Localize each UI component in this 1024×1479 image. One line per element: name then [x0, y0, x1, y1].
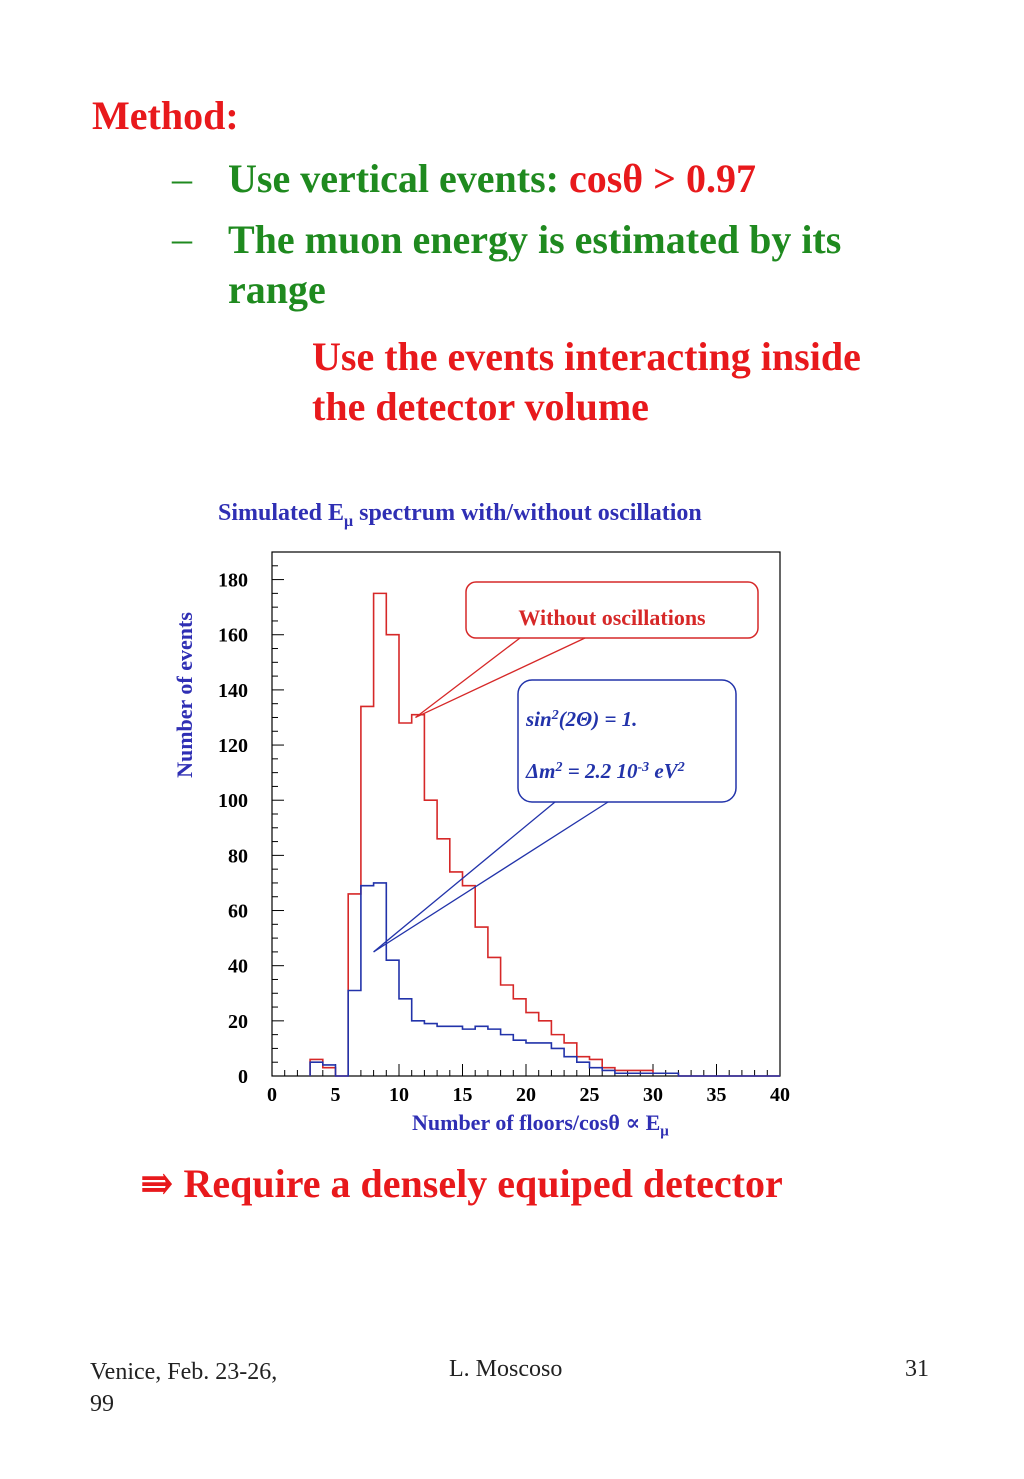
y-tick-label: 180: [218, 570, 248, 592]
cos-theta-cut: cosθ > 0.97: [568, 156, 756, 201]
page-number: 31: [905, 1356, 929, 1382]
series-without-oscillations: [309, 592, 780, 1077]
y-tick-label: 80: [228, 845, 248, 867]
x-tick-label: 10: [389, 1084, 409, 1106]
callout-line: [373, 801, 556, 953]
y-tick-label: 60: [228, 901, 248, 923]
x-tick-label: 15: [453, 1084, 473, 1106]
oscillation-delta-m2: Δm2 = 2.2 10-3 eV2: [525, 759, 685, 783]
callout-line: [415, 637, 586, 719]
superscript: 2: [555, 760, 563, 775]
x-tick-label: 20: [516, 1084, 536, 1106]
callout-line: [373, 801, 609, 953]
superscript: -3: [637, 760, 649, 775]
footer-author: L. Moscoso: [449, 1356, 563, 1382]
x-tick-label: 35: [707, 1084, 727, 1106]
legend-box-oscillation-params: [517, 679, 737, 803]
x-tick-label: 0: [267, 1084, 277, 1106]
interacting-note: Use the events interacting inside the de…: [312, 334, 861, 429]
y-tick-label: 0: [238, 1066, 248, 1088]
chart-title-text: spectrum with/without oscillation: [353, 500, 702, 526]
y-tick-label: 100: [218, 790, 248, 812]
bullet-muon-energy: The muon energy is estimated by its rang…: [228, 217, 842, 312]
histogram-series: [309, 592, 780, 1077]
chart-title-sub: μ: [344, 512, 354, 530]
bullet-text: Use vertical events:: [228, 156, 569, 201]
oscillation-mixing-angle: sin2(2Θ) = 1.: [525, 707, 637, 731]
bullet-dash: –: [172, 156, 192, 201]
x-axis-label: Number of floors/cosθ ∝ Eμ: [412, 1110, 669, 1140]
x-tick-label: 25: [580, 1084, 600, 1106]
conclusion-text: Require a densely equiped detector: [183, 1161, 783, 1206]
x-axis-label-text: Number of floors/cosθ ∝ E: [412, 1110, 661, 1135]
superscript: 2: [551, 708, 559, 723]
y-tick-label: 140: [218, 680, 248, 702]
callout-line: [415, 637, 521, 718]
bullet-dash: –: [172, 216, 192, 261]
x-tick-label: 30: [643, 1084, 663, 1106]
legend-box-without-oscillations: [465, 581, 759, 639]
y-tick-label: 20: [228, 1011, 248, 1033]
series-with-oscillations: [309, 882, 780, 1077]
method-heading: Method:: [92, 93, 239, 138]
y-axis-label: Number of events: [172, 612, 197, 778]
chart-title: Simulated Eμ spectrum with/without oscil…: [218, 500, 702, 531]
x-tick-label: 40: [770, 1084, 790, 1106]
x-axis-label-sub: μ: [660, 1123, 669, 1140]
conclusion: ⇛ Require a densely equiped detector: [140, 1160, 783, 1207]
annotation-text: (2Θ) = 1.: [559, 707, 638, 731]
axes: 0 5 10 15 20 25 30 35 40 0 20 40 60 80 100 120 140 160 180: [218, 551, 790, 1106]
y-tick-label: 40: [228, 956, 248, 978]
annotation-text: eV: [649, 759, 680, 783]
annotation-text: = 2.2 10: [563, 759, 638, 783]
annotation-text: Δm: [525, 759, 556, 783]
y-tick-label: 160: [218, 625, 248, 647]
bullet-vertical-events: Use vertical events: cosθ > 0.97: [228, 155, 756, 202]
legend-label-without-oscillations: Without oscillations: [518, 605, 706, 630]
footer-venue-date: Venice, Feb. 23-26, 99: [90, 1359, 278, 1417]
y-tick-label: 120: [218, 735, 248, 757]
chart-title-text: Simulated E: [218, 500, 345, 526]
annotation-text: sin: [525, 707, 552, 731]
arrow-icon: ⇛: [140, 1161, 174, 1206]
superscript: 2: [677, 760, 685, 775]
histogram-chart: Number of events 0 5 10 15 20 25 30 35 40 0 20 40 60…: [172, 551, 790, 1106]
x-tick-label: 5: [331, 1084, 341, 1106]
